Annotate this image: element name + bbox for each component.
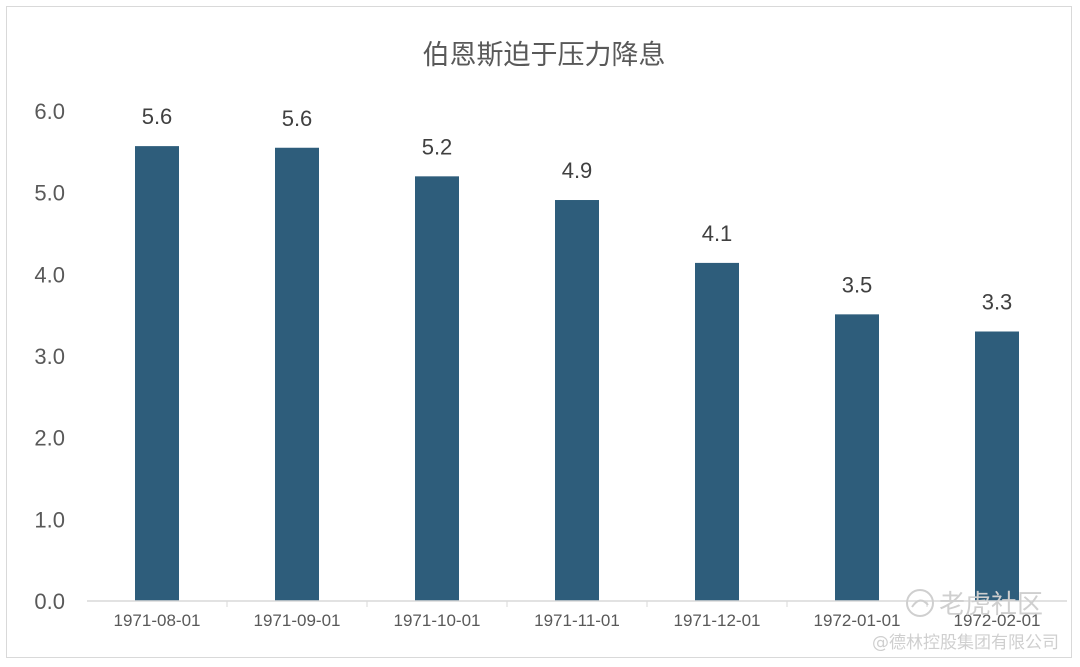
y-tick-label: 2.0	[34, 426, 65, 451]
y-tick-label: 3.0	[34, 344, 65, 369]
bar	[835, 314, 879, 601]
bar	[415, 176, 459, 602]
data-label: 3.5	[842, 272, 873, 297]
y-tick-label: 0.0	[34, 589, 65, 614]
bar	[275, 147, 319, 601]
x-tick-label: 1971-11-01	[534, 611, 620, 630]
y-tick-label: 4.0	[34, 262, 65, 287]
data-label: 3.3	[982, 290, 1013, 315]
data-label: 5.6	[142, 104, 173, 129]
data-label: 4.9	[562, 158, 593, 183]
x-tick-label: 1972-01-01	[814, 611, 901, 630]
x-tick-label: 1971-08-01	[114, 611, 201, 630]
x-tick-label: 1971-10-01	[394, 611, 481, 630]
x-tick-label: 1972-02-01	[954, 611, 1041, 630]
bar	[695, 262, 739, 601]
watermark: 老虎社区 @德林控股集团有限公司	[872, 589, 1059, 653]
chart-frame: 伯恩斯迫于压力降息 0.0 1.0 2.0 3.0 4.0 5.0 6.0 5.6 5.6 5.…	[6, 6, 1072, 658]
bar	[975, 331, 1019, 601]
data-label: 5.6	[282, 106, 313, 131]
y-axis: 0.0 1.0 2.0 3.0 4.0 5.0 6.0	[34, 99, 65, 614]
data-label: 4.1	[702, 221, 733, 246]
bar	[135, 146, 179, 601]
watermark-sub: @德林控股集团有限公司	[872, 633, 1059, 653]
x-axis: 1971-08-01 1971-09-01 1971-10-01 1971-11-01…	[114, 601, 1041, 630]
bars-group	[135, 146, 1019, 602]
data-label: 5.2	[422, 134, 453, 159]
bar	[555, 200, 599, 601]
chart-title: 伯恩斯迫于压力降息	[423, 40, 666, 71]
y-tick-label: 1.0	[34, 507, 65, 532]
tiger-logo-icon	[906, 589, 934, 617]
x-tick-label: 1971-09-01	[254, 611, 341, 630]
bar-chart: 伯恩斯迫于压力降息 0.01.02.03.04.05.06.0 5.6 5.65.…	[34, 40, 1067, 653]
x-tick-label: 1971-12-01	[674, 611, 761, 630]
watermark-main: 老虎社区	[939, 590, 1043, 620]
data-labels-group: 5.6 5.6 5.2 4.9 4.1 3.5 3.3	[142, 104, 1013, 314]
y-tick-label: 6.0	[34, 99, 65, 124]
y-tick-label: 5.0	[34, 181, 65, 206]
